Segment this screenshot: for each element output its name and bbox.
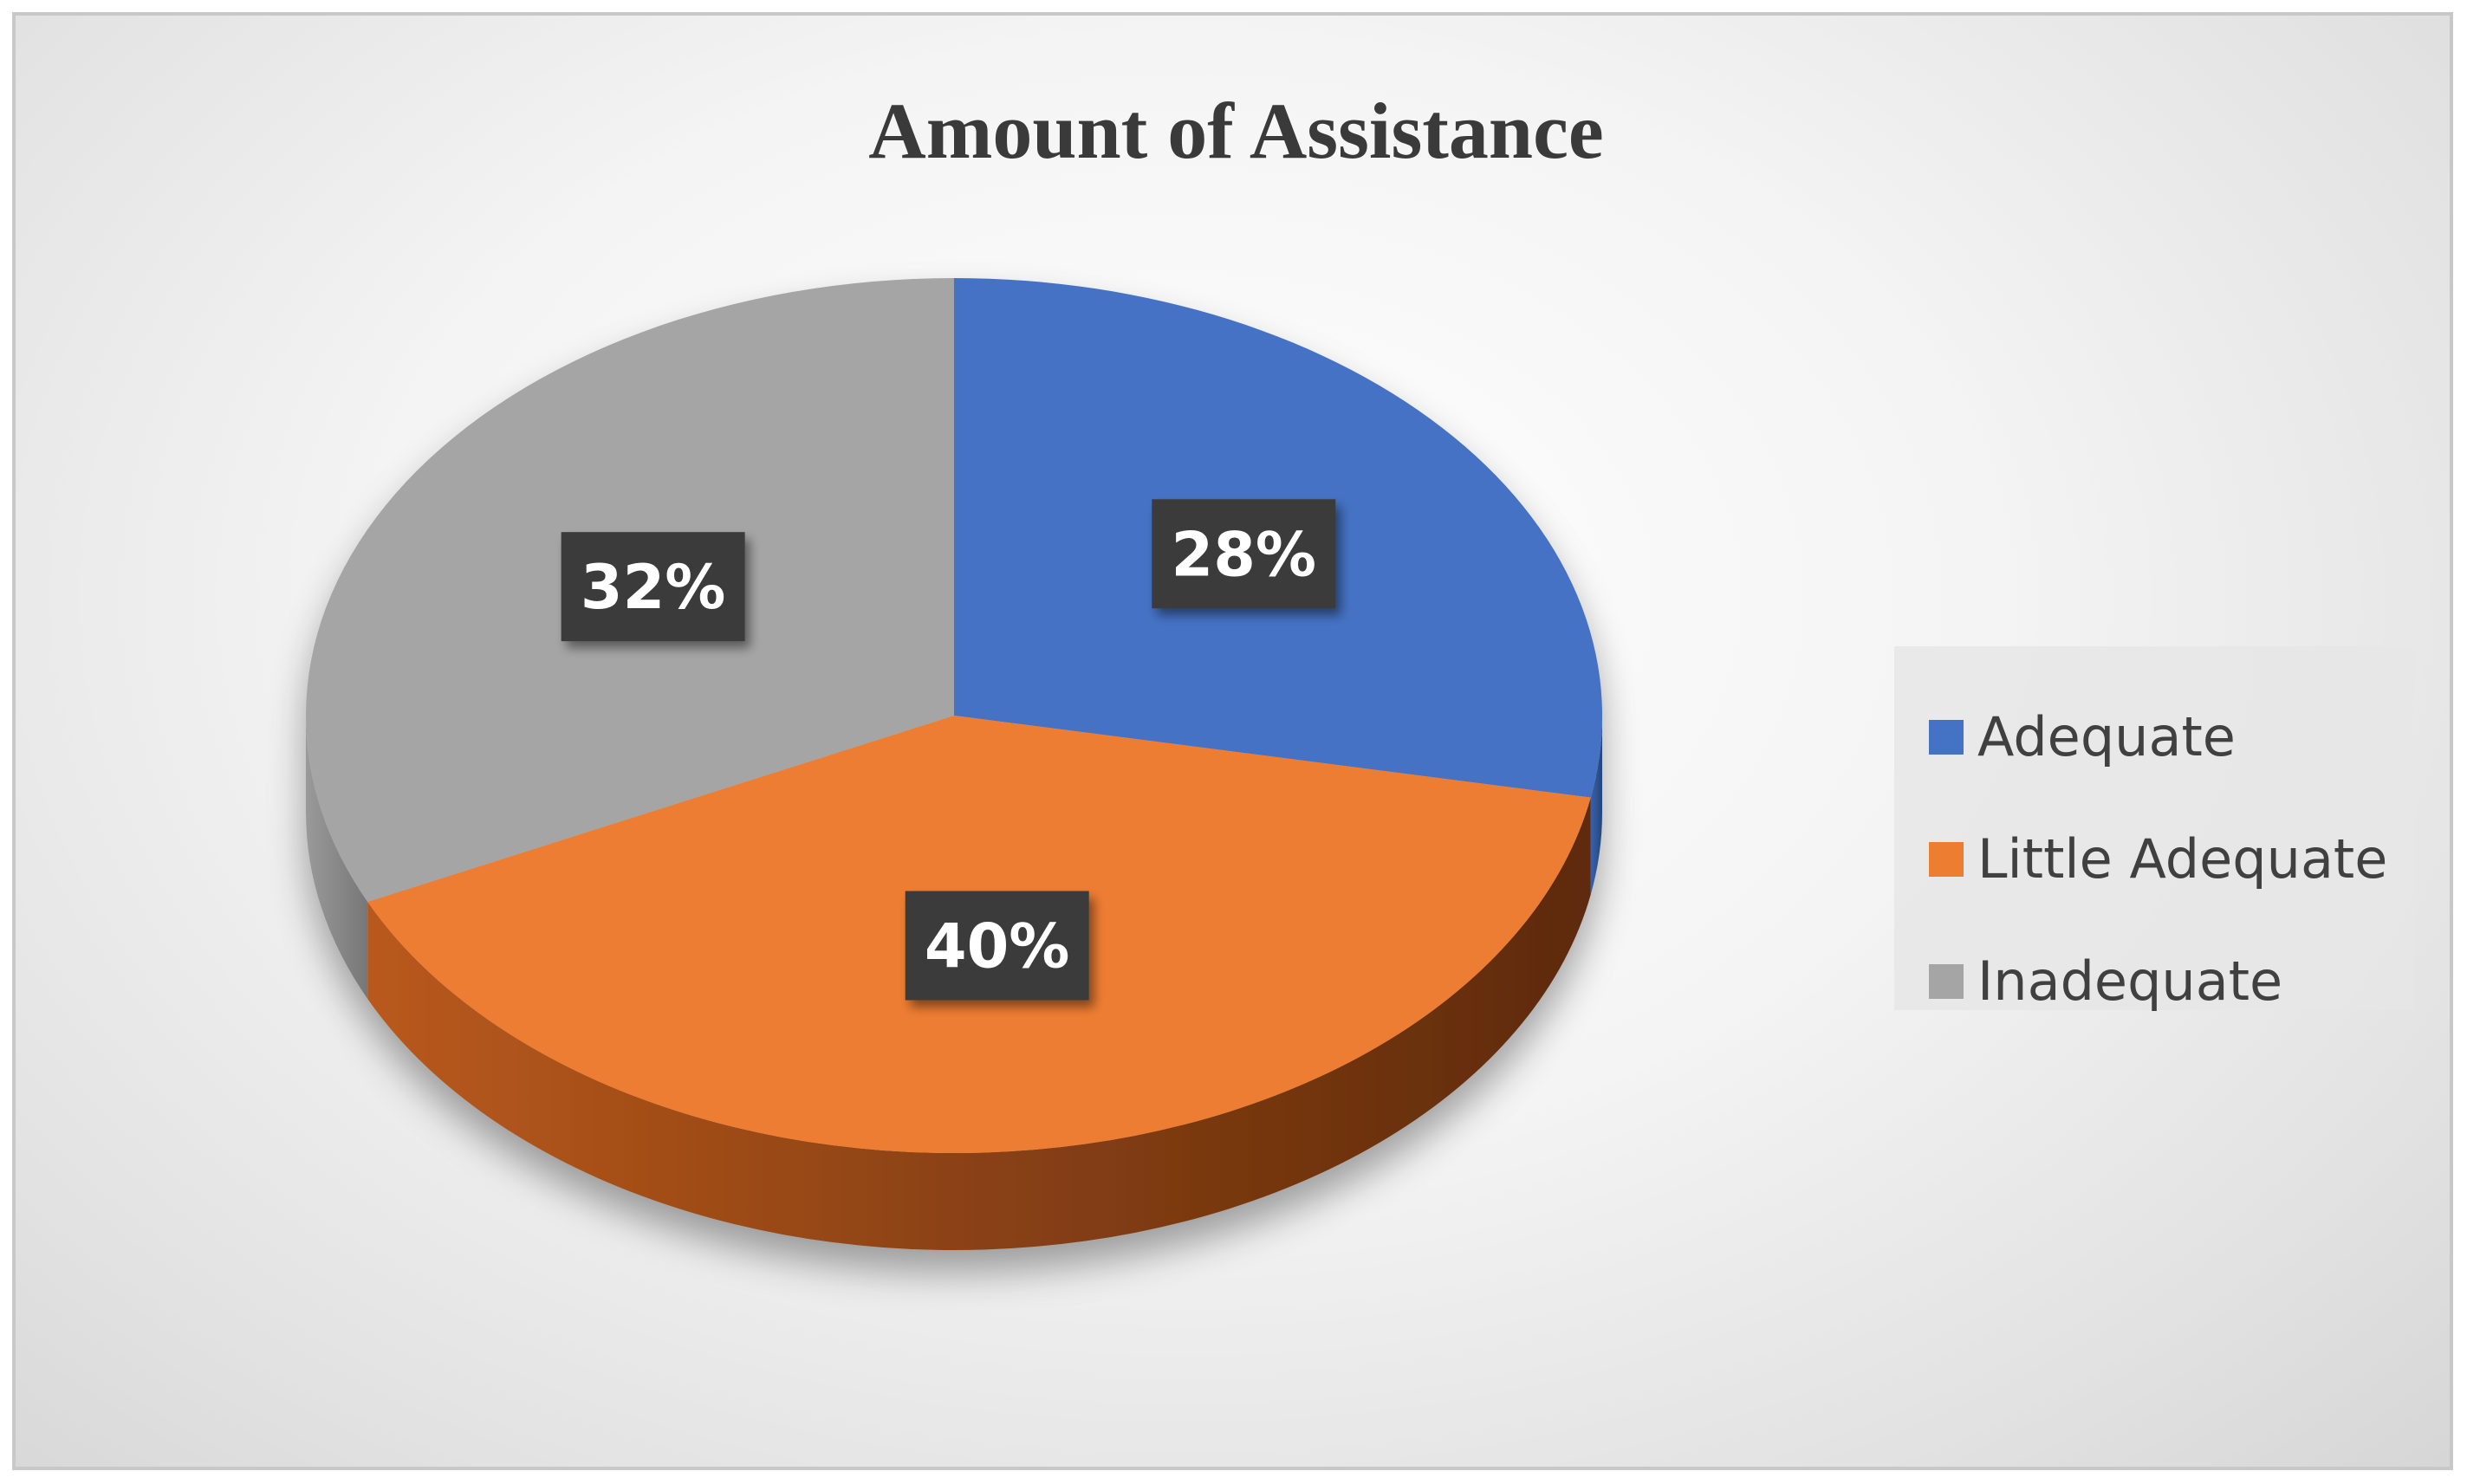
legend-swatch <box>1929 841 1964 877</box>
pie-slice-side-little-adequate <box>367 797 1591 1251</box>
legend-swatch <box>1929 719 1964 755</box>
legend-label: Inadequate <box>1977 949 2283 1013</box>
data-label-box <box>905 891 1089 1001</box>
data-label-adequate: 28% <box>1152 499 1336 609</box>
legend-label: Little Adequate <box>1977 827 2388 891</box>
data-label-text: 28% <box>1171 519 1316 590</box>
data-label-little-adequate: 40% <box>905 891 1089 1001</box>
data-label-box <box>561 532 745 642</box>
legend-item-inadequate: Inadequate <box>1929 920 2414 1042</box>
data-label-text: 32% <box>581 552 726 623</box>
data-label-text: 40% <box>925 911 1070 982</box>
legend-swatch <box>1929 963 1964 999</box>
pie-slice-side-adequate <box>1590 716 1602 895</box>
data-label-inadequate: 32% <box>561 532 745 642</box>
data-label-box <box>1152 499 1336 609</box>
legend-item-adequate: Adequate <box>1929 676 2414 798</box>
legend-item-little-adequate: Little Adequate <box>1929 798 2414 920</box>
pie-chart: 28% 40% 32% <box>305 278 1603 1251</box>
legend: Adequate Little Adequate Inadequate <box>1894 646 2414 1013</box>
legend-label: Adequate <box>1977 705 2236 768</box>
pie-slice-side-inadequate <box>306 716 368 1000</box>
chart-area: Amount of Assistance <box>12 12 2453 1470</box>
chart-title: Amount of Assistance <box>868 87 1604 175</box>
